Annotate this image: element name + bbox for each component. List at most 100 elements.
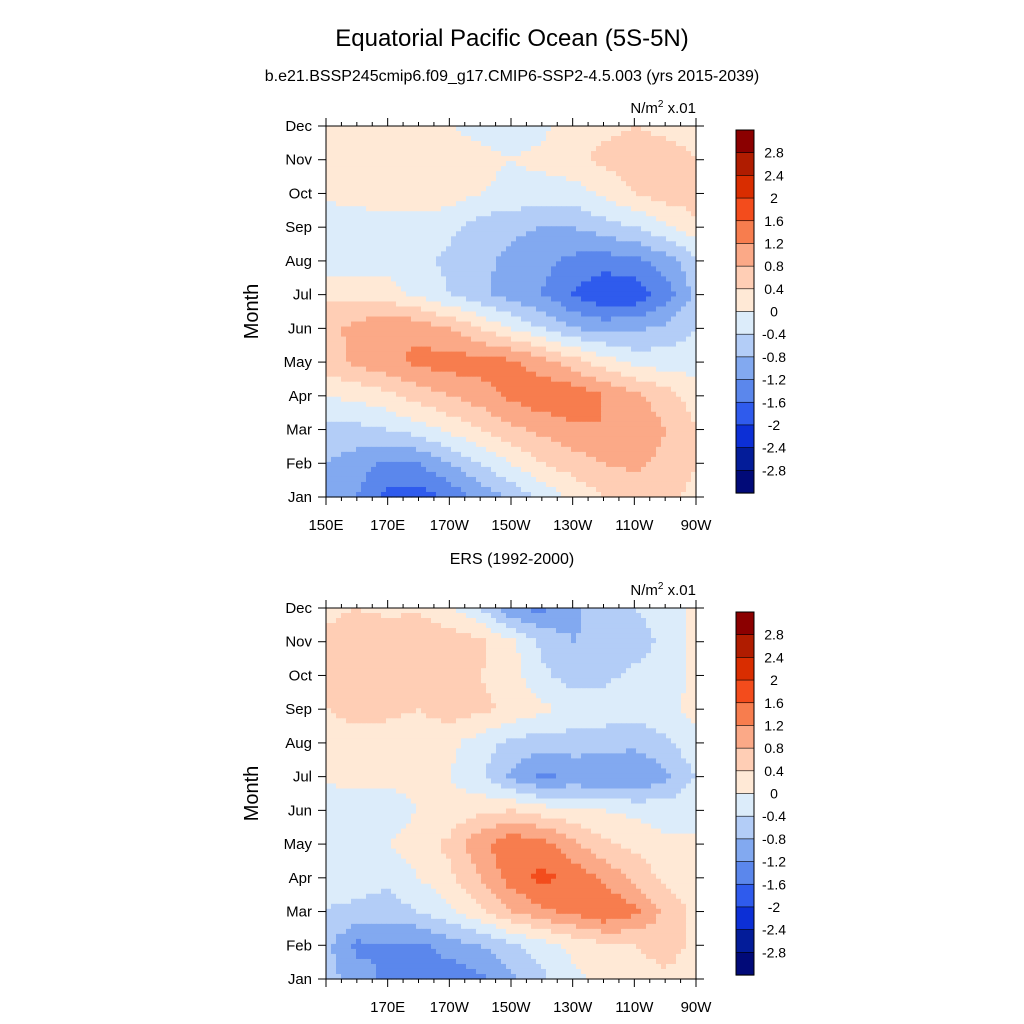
heatmap-cell (681, 186, 687, 192)
heatmap-cell (601, 321, 607, 328)
heatmap-cell (596, 361, 602, 368)
heatmap-cell (406, 431, 412, 438)
heatmap-cell (481, 386, 487, 393)
heatmap-cell (571, 271, 577, 277)
heatmap-cell (396, 166, 402, 172)
heatmap-cell (406, 136, 412, 142)
heatmap-cell (521, 271, 527, 277)
heatmap-cell (521, 221, 527, 227)
heatmap-cell (426, 456, 432, 463)
heatmap-cell (586, 281, 592, 288)
heatmap-cell (431, 346, 437, 353)
heatmap-cell (566, 396, 572, 403)
heatmap-cell (646, 231, 652, 237)
heatmap-cell (361, 446, 367, 453)
heatmap-cell (361, 136, 367, 142)
heatmap-cell (386, 456, 392, 463)
heatmap-cell (356, 346, 362, 353)
heatmap-cell (611, 251, 617, 257)
heatmap-cell (631, 161, 637, 167)
heatmap-cell (671, 186, 677, 192)
heatmap-cell (566, 366, 572, 373)
heatmap-cell (546, 211, 552, 217)
heatmap-cell (686, 266, 692, 272)
heatmap-cell (581, 136, 587, 142)
heatmap-cell (386, 286, 392, 293)
heatmap-cell (491, 216, 497, 222)
heatmap-cell (331, 376, 337, 383)
heatmap-cell (521, 231, 527, 237)
heatmap-cell (461, 166, 467, 172)
heatmap-cell (556, 311, 562, 318)
heatmap-cell (666, 451, 672, 458)
heatmap-cell (526, 381, 532, 388)
heatmap-cell (536, 451, 542, 458)
heatmap-cell (531, 231, 537, 237)
heatmap-cell (411, 131, 417, 137)
heatmap-cell (396, 306, 402, 313)
heatmap-cell (341, 221, 347, 227)
heatmap-cell (686, 401, 692, 408)
heatmap-cell (591, 331, 597, 338)
heatmap-cell (556, 411, 562, 418)
heatmap-cell (636, 261, 642, 267)
heatmap-cell (661, 391, 667, 398)
heatmap-cell (581, 441, 587, 448)
heatmap-cell (436, 401, 442, 408)
heatmap-cell (461, 201, 467, 207)
heatmap-cell (381, 296, 387, 303)
heatmap-cell (421, 191, 427, 197)
heatmap-cell (501, 341, 507, 348)
heatmap-cell (691, 306, 697, 313)
heatmap-cell (451, 236, 457, 242)
heatmap-cell (631, 286, 637, 293)
heatmap-cell (656, 416, 662, 423)
heatmap-cell (486, 351, 492, 358)
heatmap-cell (451, 266, 457, 272)
heatmap-cell (486, 461, 492, 468)
heatmap-cell (476, 301, 482, 308)
heatmap-cell (566, 321, 572, 328)
heatmap-cell (466, 326, 472, 333)
heatmap-cell (546, 126, 552, 132)
heatmap-cell (461, 346, 467, 353)
heatmap-cell (656, 391, 662, 398)
heatmap-cell (591, 306, 597, 313)
heatmap-cell (446, 126, 452, 132)
heatmap-cell (581, 236, 587, 242)
heatmap-cell (616, 281, 622, 288)
heatmap-cell (366, 431, 372, 438)
heatmap-cell (496, 401, 502, 408)
heatmap-cell (506, 201, 512, 207)
heatmap-cell (576, 416, 582, 423)
heatmap-cell (631, 216, 637, 222)
heatmap-cell (366, 156, 372, 162)
heatmap-cell (336, 456, 342, 463)
heatmap-cell (336, 221, 342, 227)
heatmap-cell (426, 281, 432, 288)
heatmap-cell (516, 426, 522, 433)
heatmap-cell (471, 276, 477, 283)
heatmap-cell (511, 196, 517, 202)
heatmap-cell (456, 136, 462, 142)
heatmap-cell (641, 311, 647, 318)
heatmap-cell (546, 356, 552, 363)
heatmap-cell (526, 256, 532, 262)
heatmap-cell (461, 446, 467, 453)
heatmap-cell (341, 411, 347, 418)
heatmap-cell (641, 136, 647, 142)
heatmap-cell (586, 201, 592, 207)
heatmap-cell (531, 251, 537, 257)
heatmap-cell (401, 421, 407, 428)
heatmap-cell (671, 311, 677, 318)
heatmap-cell (571, 446, 577, 453)
heatmap-cell (691, 456, 697, 463)
heatmap-cell (656, 396, 662, 403)
heatmap-cell (526, 341, 532, 348)
heatmap-cell (546, 346, 552, 353)
heatmap-cell (511, 296, 517, 303)
heatmap-cell (541, 181, 547, 187)
heatmap-cell (396, 261, 402, 267)
heatmap-cell (566, 251, 572, 257)
heatmap-cell (456, 381, 462, 388)
